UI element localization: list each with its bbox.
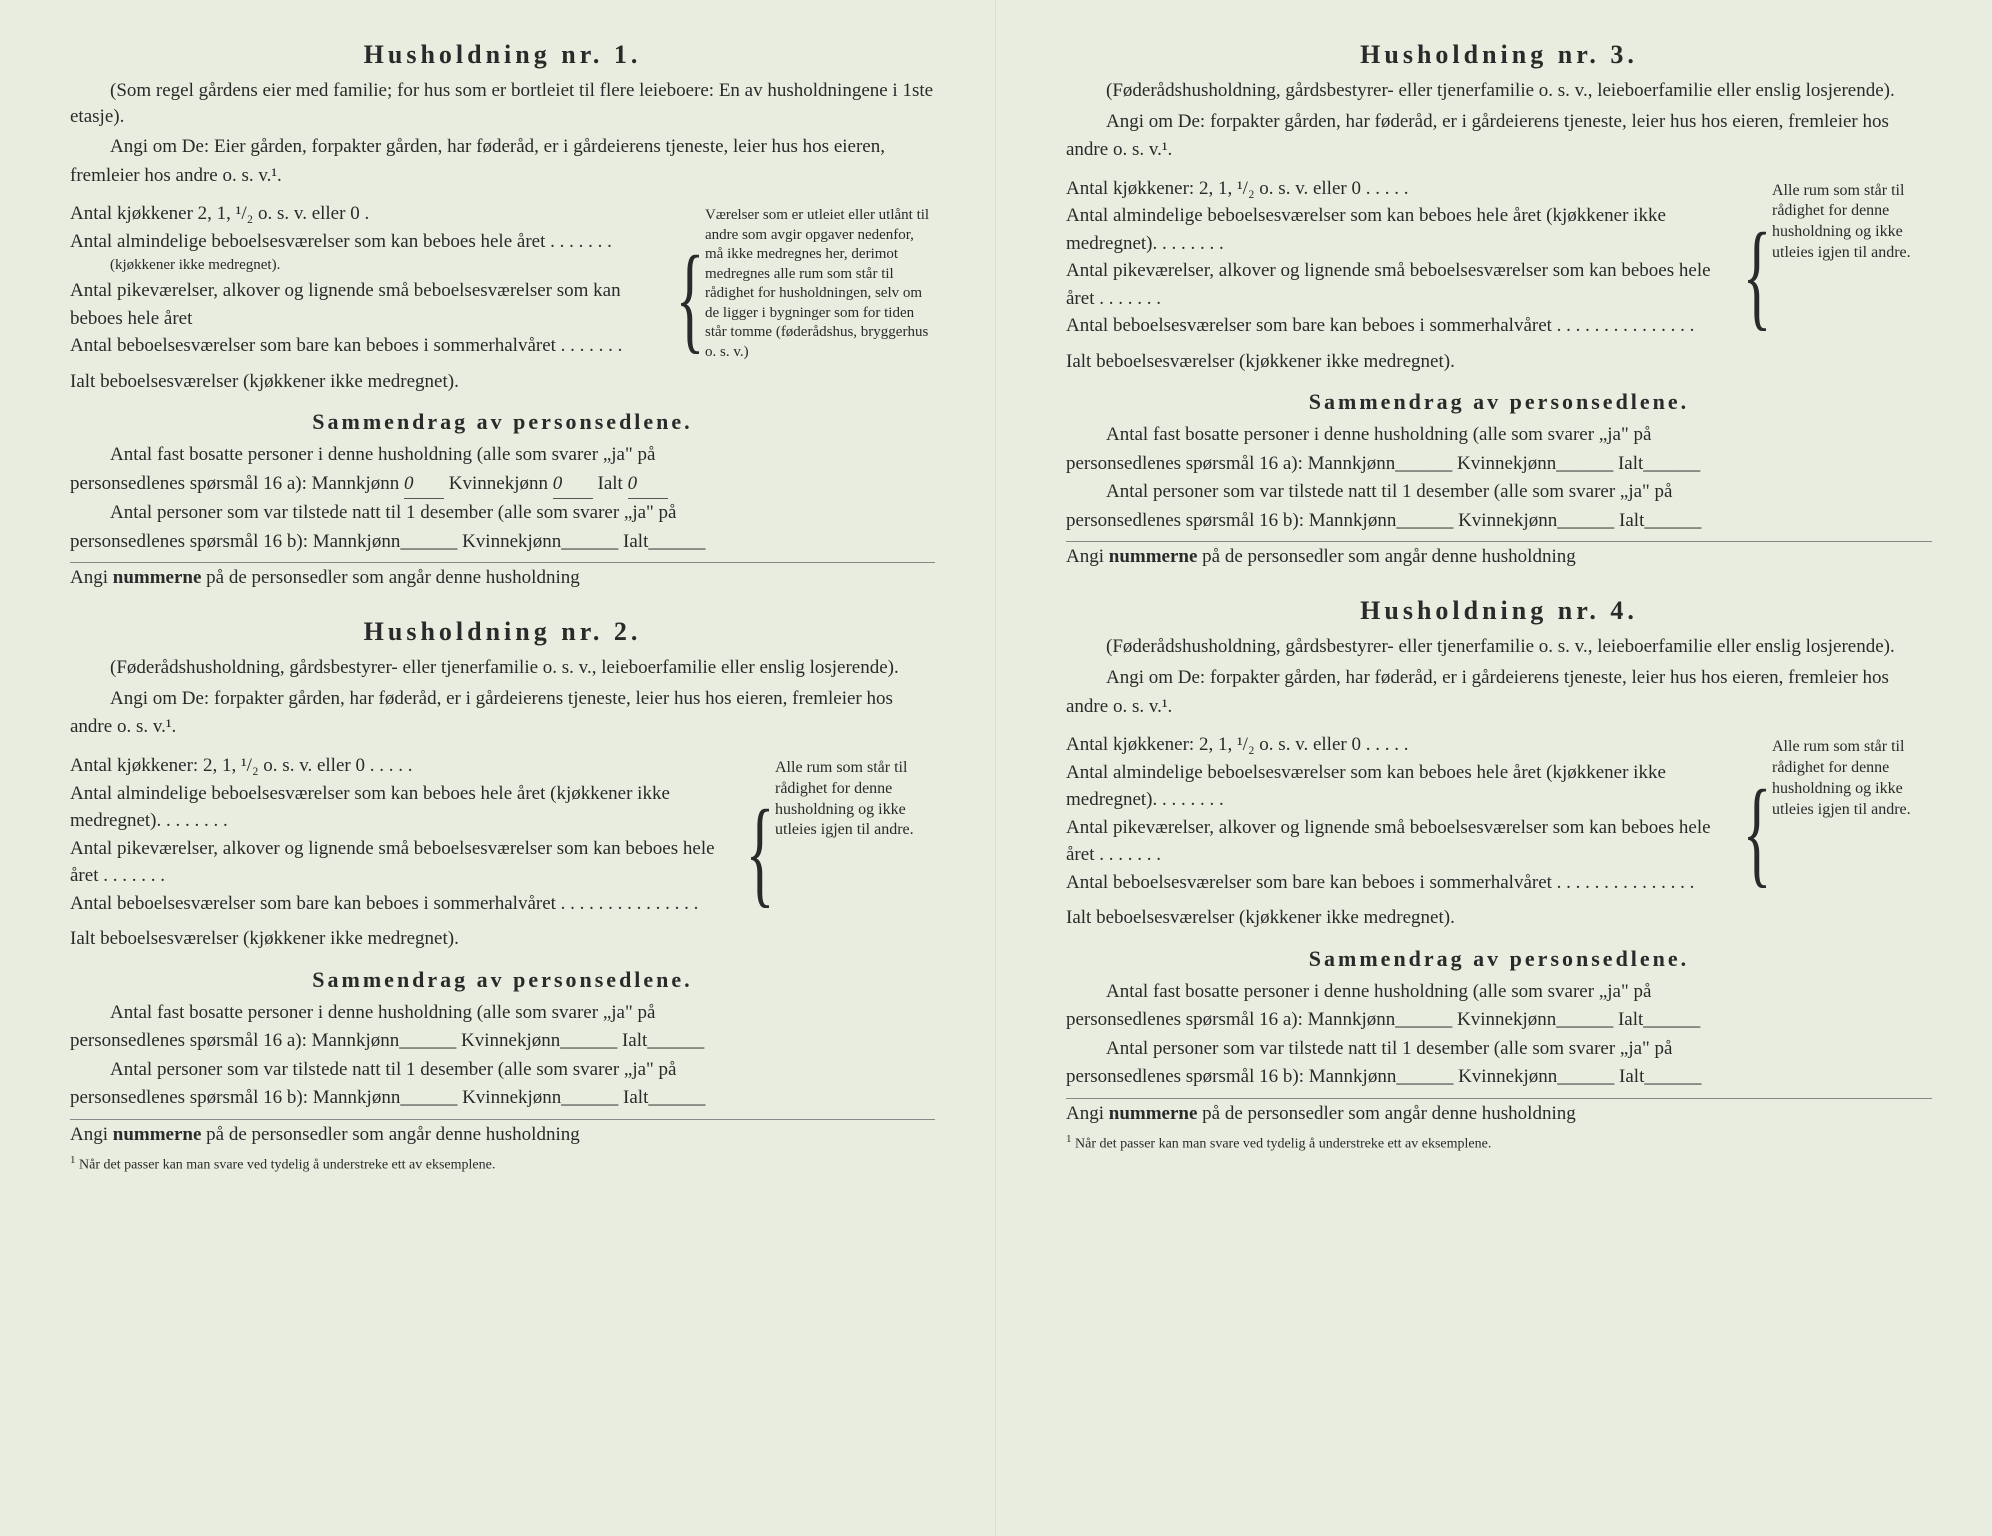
h3-summary-title: Sammendrag av personsedlene. <box>1066 389 1932 415</box>
h1-num: Angi nummerne på de personsedler som ang… <box>70 562 935 589</box>
h2-p1a: Antal fast bosatte personer i denne hush… <box>70 999 935 1028</box>
h1-title: Husholdning nr. 1. <box>70 40 935 70</box>
h2-p1b: personsedlenes spørsmål 16 a): Mannkjønn… <box>70 1027 935 1056</box>
section-h2: Husholdning nr. 2. (Føderådshusholdning,… <box>70 617 935 1173</box>
h1-mann-value[interactable]: 0 <box>404 470 444 500</box>
h4-l2: Antal almindelige beboelsesværelser som … <box>1066 759 1742 814</box>
h3-p2a: Antal personer som var tilstede natt til… <box>1066 478 1932 507</box>
h3-l1: Antal kjøkkener: 2, 1, ¹/₂ o. s. v. elle… <box>1066 175 1742 203</box>
h2-l4: Antal beboelsesværelser som bare kan beb… <box>70 890 745 918</box>
h1-l4: Antal beboelsesværelser som bare kan beb… <box>70 332 675 360</box>
h1-lines: Antal kjøkkener 2, 1, ¹/₂ o. s. v. eller… <box>70 200 675 395</box>
h1-intro: (Som regel gårdens eier med familie; for… <box>70 78 935 129</box>
h2-l2: Antal almindelige beboelsesværelser som … <box>70 780 745 835</box>
h4-p1a: Antal fast bosatte personer i denne hush… <box>1066 978 1932 1007</box>
h4-num: Angi nummerne på de personsedler som ang… <box>1066 1098 1932 1125</box>
h1-total: Ialt beboelsesværelser (kjøkkener ikke m… <box>70 368 675 396</box>
h4-lines: Antal kjøkkener: 2, 1, ¹/₂ o. s. v. elle… <box>1066 731 1742 932</box>
h1-p1b: personsedlenes spørsmål 16 a): Mannkjønn… <box>70 470 935 500</box>
h4-p2b: personsedlenes spørsmål 16 b): Mannkjønn… <box>1066 1063 1932 1092</box>
h3-intro: (Føderådshusholdning, gårdsbestyrer- ell… <box>1066 78 1932 104</box>
h3-lines: Antal kjøkkener: 2, 1, ¹/₂ o. s. v. elle… <box>1066 175 1742 376</box>
left-page: Husholdning nr. 1. (Som regel gårdens ei… <box>0 0 996 1536</box>
section-h3: Husholdning nr. 3. (Føderådshusholdning,… <box>1066 40 1932 568</box>
h2-l1: Antal kjøkkener: 2, 1, ¹/₂ o. s. v. elle… <box>70 752 745 780</box>
h4-l4: Antal beboelsesværelser som bare kan beb… <box>1066 869 1742 897</box>
h3-p2b: personsedlenes spørsmål 16 b): Mannkjønn… <box>1066 507 1932 536</box>
brace-icon: { <box>1753 731 1762 932</box>
footnote-left: 1 Når det passer kan man svare ved tydel… <box>70 1154 935 1174</box>
h2-total: Ialt beboelsesværelser (kjøkkener ikke m… <box>70 925 745 953</box>
h1-block: Antal kjøkkener 2, 1, ¹/₂ o. s. v. eller… <box>70 200 935 395</box>
h1-kvinne-value[interactable]: 0 <box>553 470 593 500</box>
h3-p1a: Antal fast bosatte personer i denne hush… <box>1066 421 1932 450</box>
h1-sidenote: Værelser som er utleiet eller utlånt til… <box>705 200 935 395</box>
h4-summary-title: Sammendrag av personsedlene. <box>1066 946 1932 972</box>
h1-summary-title: Sammendrag av personsedlene. <box>70 409 935 435</box>
h4-p1b: personsedlenes spørsmål 16 a): Mannkjønn… <box>1066 1006 1932 1035</box>
h4-l3: Antal pikeværelser, alkover og lignende … <box>1066 814 1742 869</box>
h3-num: Angi nummerne på de personsedler som ang… <box>1066 541 1932 568</box>
h3-total: Ialt beboelsesværelser (kjøkkener ikke m… <box>1066 348 1742 376</box>
h1-p2a: Antal personer som var tilstede natt til… <box>70 499 935 528</box>
h2-summary-title: Sammendrag av personsedlene. <box>70 967 935 993</box>
h3-angi: Angi om De: forpakter gården, har føderå… <box>1066 108 1932 165</box>
h1-p1a: Antal fast bosatte personer i denne hush… <box>70 441 935 470</box>
h4-intro: (Føderådshusholdning, gårdsbestyrer- ell… <box>1066 634 1932 660</box>
h3-p1b: personsedlenes spørsmål 16 a): Mannkjønn… <box>1066 450 1932 479</box>
h4-block: Antal kjøkkener: 2, 1, ¹/₂ o. s. v. elle… <box>1066 731 1932 932</box>
h4-angi: Angi om De: forpakter gården, har føderå… <box>1066 664 1932 721</box>
section-h1: Husholdning nr. 1. (Som regel gårdens ei… <box>70 40 935 589</box>
brace-icon: { <box>756 752 765 953</box>
h3-l3: Antal pikeværelser, alkover og lignende … <box>1066 257 1742 312</box>
h4-l1: Antal kjøkkener: 2, 1, ¹/₂ o. s. v. elle… <box>1066 731 1742 759</box>
h3-l2: Antal almindelige beboelsesværelser som … <box>1066 202 1742 257</box>
brace-icon: { <box>686 200 695 395</box>
h1-angi: Angi om De: Eier gården, forpakter gårde… <box>70 133 935 190</box>
h2-p2a: Antal personer som var tilstede natt til… <box>70 1056 935 1085</box>
h2-p2b: personsedlenes spørsmål 16 b): Mannkjønn… <box>70 1084 935 1113</box>
h1-l2: Antal almindelige beboelsesværelser som … <box>70 228 675 256</box>
h1-p1b-prefix: personsedlenes spørsmål 16 a): Mannkjønn <box>70 473 399 494</box>
h2-angi: Angi om De: forpakter gården, har føderå… <box>70 685 935 742</box>
footnote-right: 1 Når det passer kan man svare ved tydel… <box>1066 1133 1932 1153</box>
h2-l3: Antal pikeværelser, alkover og lignende … <box>70 835 745 890</box>
h3-block: Antal kjøkkener: 2, 1, ¹/₂ o. s. v. elle… <box>1066 175 1932 376</box>
h2-num: Angi nummerne på de personsedler som ang… <box>70 1119 935 1146</box>
h3-l4: Antal beboelsesværelser som bare kan beb… <box>1066 312 1742 340</box>
h1-ialt-value[interactable]: 0 <box>628 470 668 500</box>
h2-sidenote: Alle rum som står til rådighet for denne… <box>775 752 935 953</box>
h1-l2sub: (kjøkkener ikke medregnet). <box>70 255 675 277</box>
h1-ialt-label: Ialt <box>598 473 623 494</box>
h2-lines: Antal kjøkkener: 2, 1, ¹/₂ o. s. v. elle… <box>70 752 745 953</box>
h2-block: Antal kjøkkener: 2, 1, ¹/₂ o. s. v. elle… <box>70 752 935 953</box>
right-page: Husholdning nr. 3. (Føderådshusholdning,… <box>996 0 1992 1536</box>
h2-title: Husholdning nr. 2. <box>70 617 935 647</box>
h3-title: Husholdning nr. 3. <box>1066 40 1932 70</box>
h4-p2a: Antal personer som var tilstede natt til… <box>1066 1035 1932 1064</box>
h1-kvinne-label: Kvinnekjønn <box>449 473 548 494</box>
brace-icon: { <box>1753 175 1762 376</box>
section-h4: Husholdning nr. 4. (Føderådshusholdning,… <box>1066 596 1932 1152</box>
h1-l1: Antal kjøkkener 2, 1, ¹/₂ o. s. v. eller… <box>70 200 675 228</box>
h1-p2b: personsedlenes spørsmål 16 b): Mannkjønn… <box>70 528 935 557</box>
h2-intro: (Føderådshusholdning, gårdsbestyrer- ell… <box>70 655 935 681</box>
h1-l3: Antal pikeværelser, alkover og lignende … <box>70 277 675 332</box>
h3-sidenote: Alle rum som står til rådighet for denne… <box>1772 175 1932 376</box>
h4-title: Husholdning nr. 4. <box>1066 596 1932 626</box>
h4-total: Ialt beboelsesværelser (kjøkkener ikke m… <box>1066 904 1742 932</box>
h4-sidenote: Alle rum som står til rådighet for denne… <box>1772 731 1932 932</box>
